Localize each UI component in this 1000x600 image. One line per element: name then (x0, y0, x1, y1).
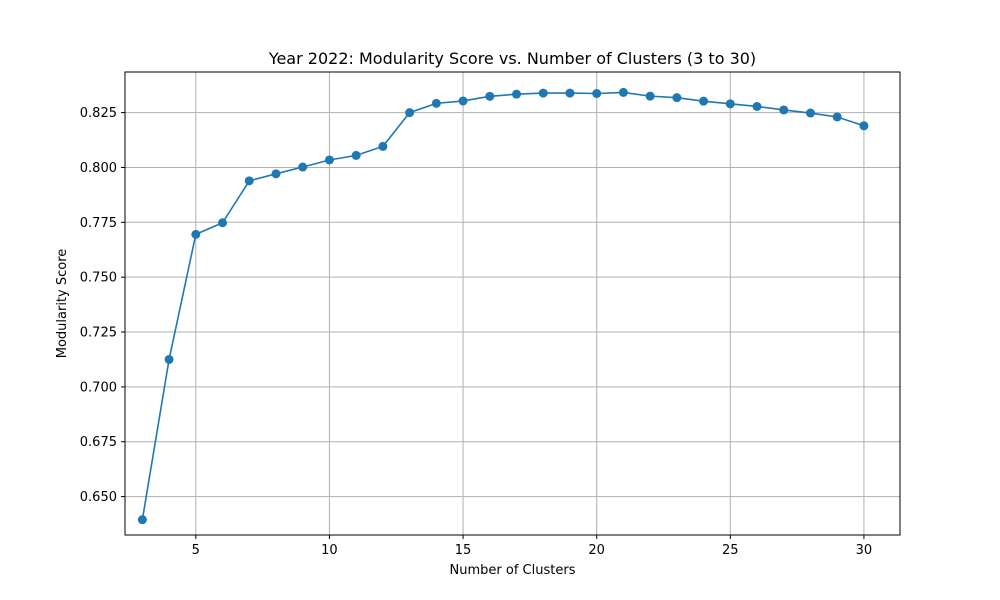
y-axis-label: Modularity Score (55, 249, 70, 359)
data-point (405, 108, 415, 118)
data-point (271, 169, 281, 179)
data-point (592, 89, 602, 99)
grid (125, 72, 900, 535)
data-point (458, 96, 468, 106)
y-tick-label: 0.675 (80, 435, 117, 450)
data-point (725, 99, 735, 109)
data-point (244, 176, 254, 186)
data-point (431, 98, 441, 108)
x-tick-label: 15 (455, 543, 472, 558)
y-tick-label: 0.650 (80, 490, 117, 505)
data-point (752, 101, 762, 111)
data-point (805, 108, 815, 118)
data-point (832, 112, 842, 122)
data-point (645, 91, 655, 101)
plot-area-frame (124, 71, 901, 536)
y-tick-label: 0.775 (80, 216, 117, 231)
data-point (618, 87, 628, 97)
data-point (218, 218, 228, 228)
x-tick-label: 5 (192, 543, 200, 558)
series-line (141, 91, 865, 520)
y-tick-label: 0.725 (80, 326, 117, 341)
data-point (298, 162, 308, 172)
x-axis-label: Number of Clusters (450, 563, 576, 578)
data-point (699, 96, 709, 106)
x-tick-label: 20 (588, 543, 605, 558)
series-layer (137, 87, 869, 525)
data-point (164, 354, 174, 364)
y-tick-label: 0.825 (80, 106, 117, 121)
data-point (137, 515, 147, 525)
data-point (351, 150, 361, 160)
data-point (538, 88, 548, 98)
x-tick-label: 10 (321, 543, 338, 558)
data-point (672, 93, 682, 103)
y-tick-label: 0.800 (80, 161, 117, 176)
data-point (324, 155, 334, 165)
data-point (485, 91, 495, 101)
data-point (779, 105, 789, 115)
data-point (512, 89, 522, 99)
data-point (378, 141, 388, 151)
x-tick-label: 25 (722, 543, 739, 558)
data-point (859, 121, 869, 131)
axis-ticks: 5 10 15 20 25 30 0.650 0.675 0.700 0.725 0.750 0.77… (80, 106, 872, 558)
data-point (565, 88, 575, 98)
x-tick-label: 30 (856, 543, 873, 558)
y-tick-label: 0.700 (80, 380, 117, 395)
chart-title: Year 2022: Modularity Score vs. Number o… (268, 49, 756, 68)
data-point (191, 229, 201, 239)
y-tick-label: 0.750 (80, 271, 117, 286)
